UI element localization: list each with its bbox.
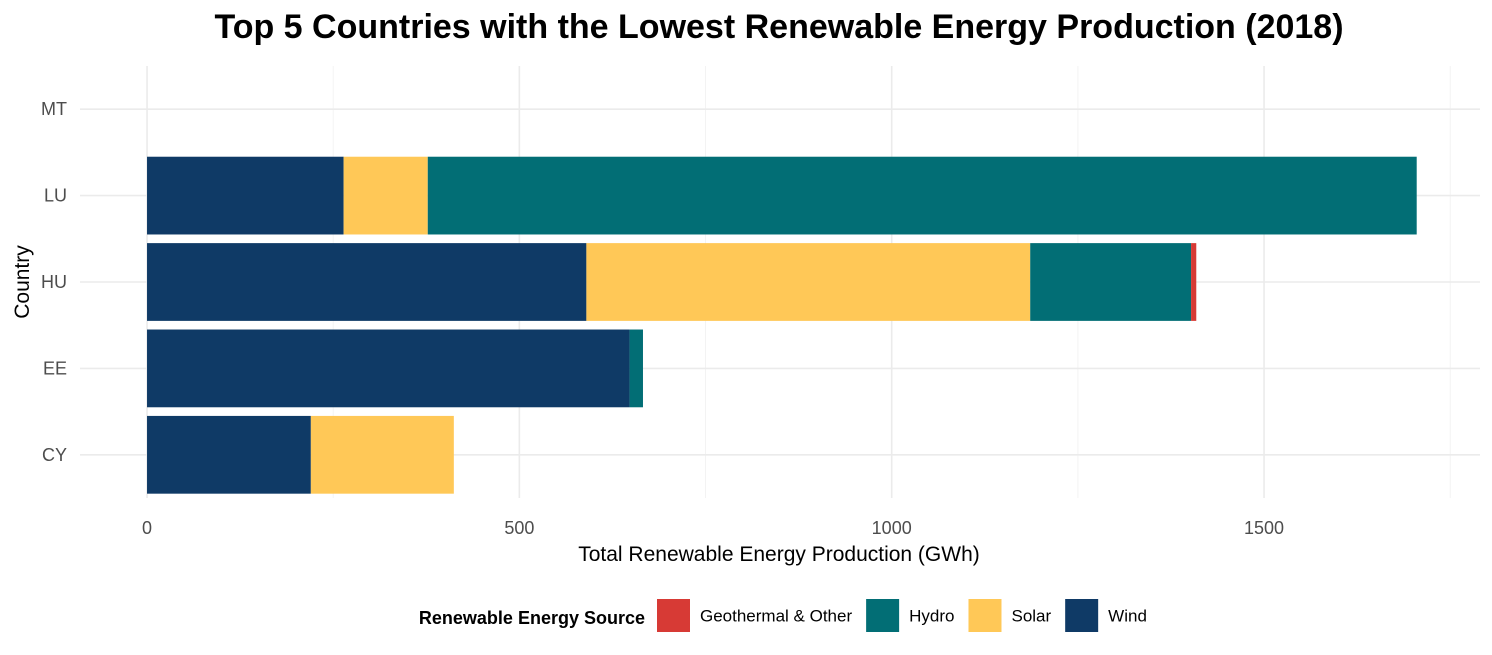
bars bbox=[147, 156, 1417, 494]
bar-cy-wind bbox=[147, 415, 311, 494]
y-axis-ticks: CY EE HU LU MT bbox=[41, 99, 67, 465]
legend-key bbox=[657, 599, 690, 632]
x-tick-label: 1500 bbox=[1244, 518, 1284, 538]
bar-lu-wind bbox=[147, 156, 344, 235]
x-axis-ticks: 0 500 1000 1500 bbox=[142, 518, 1284, 538]
legend-key bbox=[1065, 599, 1099, 632]
x-tick-label: 500 bbox=[504, 518, 534, 538]
y-tick-label: LU bbox=[44, 186, 67, 206]
y-tick-label: EE bbox=[43, 358, 67, 378]
bar-lu-solar bbox=[343, 156, 428, 235]
legend-label: Geothermal & Other bbox=[700, 607, 852, 626]
legend-key bbox=[866, 599, 900, 632]
y-axis-title: Country bbox=[11, 245, 34, 319]
chart-title: Top 5 Countries with the Lowest Renewabl… bbox=[214, 8, 1343, 46]
y-tick-label: MT bbox=[41, 99, 67, 119]
legend-label: Hydro bbox=[909, 607, 954, 626]
legend: Renewable Energy Source Geothermal & Oth… bbox=[419, 599, 1147, 632]
bar-cy-solar bbox=[310, 415, 454, 494]
bar-lu-hydro bbox=[427, 156, 1417, 235]
bar-ee-wind bbox=[147, 329, 630, 408]
bar-ee-hydro bbox=[629, 329, 643, 408]
bar-hu-solar bbox=[586, 243, 1031, 321]
legend-label: Solar bbox=[1011, 607, 1051, 626]
legend-label: Wind bbox=[1108, 607, 1147, 626]
x-tick-label: 1000 bbox=[872, 518, 912, 538]
y-tick-label: HU bbox=[41, 272, 67, 292]
x-tick-label: 0 bbox=[142, 518, 152, 538]
y-tick-label: CY bbox=[42, 445, 67, 465]
legend-key bbox=[968, 599, 1002, 632]
x-axis-title: Total Renewable Energy Production (GWh) bbox=[578, 543, 980, 566]
legend-title: Renewable Energy Source bbox=[419, 608, 645, 628]
bar-hu-geothermal-other bbox=[1191, 243, 1197, 321]
bar-hu-hydro bbox=[1030, 243, 1192, 321]
bar-hu-wind bbox=[147, 243, 587, 321]
